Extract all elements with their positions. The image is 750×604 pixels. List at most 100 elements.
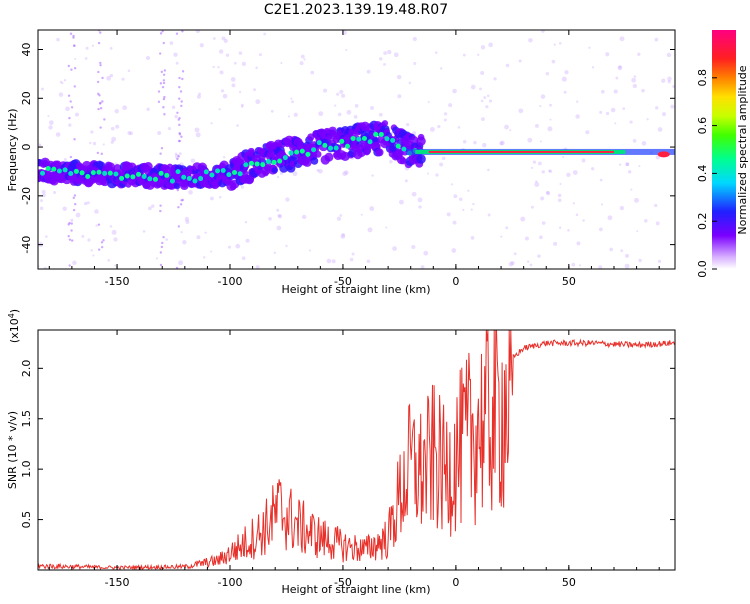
spectrogram-noise-speck — [225, 53, 230, 57]
spectrogram-noise-speck — [121, 77, 125, 81]
spectrogram-noise-speck — [452, 88, 457, 94]
spectrogram-streak-speck — [70, 239, 74, 242]
spectrogram-streak-speck — [69, 100, 72, 103]
colorbar-tick-label: 0.0 — [696, 260, 709, 278]
spectrogram-noise-speck — [218, 108, 221, 111]
spectrogram-noise-speck — [87, 201, 90, 205]
spectrogram-noise-speck — [238, 51, 243, 55]
spectrogram-xtick-label: -100 — [218, 275, 243, 288]
spectrogram-noise-speck — [532, 160, 537, 164]
spectrogram-peak — [181, 174, 187, 180]
spectrogram-noise-speck — [553, 43, 556, 46]
spectrogram-noise-speck — [539, 235, 543, 240]
spectrogram-streak-speck — [157, 100, 161, 103]
colorbar-label: Normalized spectral amplitude — [736, 65, 749, 234]
spectrogram-noise-speck — [443, 118, 447, 122]
snr-series-line — [38, 330, 675, 570]
spectrogram-noise-speck — [210, 122, 213, 125]
spectrogram-noise-speck — [70, 218, 74, 222]
spectrogram-noise-speck — [526, 260, 530, 263]
spectrogram-streak-speck — [68, 238, 72, 241]
colorbar-tick-label: 0.6 — [696, 117, 709, 135]
spectrogram-noise-speck — [619, 205, 625, 211]
spectrogram-noise-speck — [499, 141, 504, 146]
spectrogram-streak-speck — [178, 76, 181, 80]
spectrogram-noise-speck — [613, 89, 618, 94]
spectrogram-streak-speck — [160, 147, 164, 150]
spectrogram-noise-speck — [439, 67, 443, 70]
spectrogram-noise-speck — [452, 220, 457, 225]
spectrogram-noise-speck — [308, 249, 312, 252]
spectrogram-noise-speck — [518, 59, 522, 63]
spectrogram-noise-speck — [385, 226, 388, 229]
spectrogram-noise-speck — [581, 158, 586, 163]
spectrogram-noise-speck — [437, 124, 441, 129]
spectrogram-streak-speck — [159, 204, 162, 207]
spectrogram-streak-speck — [100, 245, 104, 249]
spectrogram-noise-speck — [487, 213, 491, 217]
spectrogram-noise-speck — [434, 51, 438, 54]
spectrogram-noise-speck — [56, 37, 60, 42]
spectrogram-streak-speck — [100, 241, 104, 244]
spectrogram-noise-speck — [509, 129, 512, 132]
spectrogram-streak-speck — [99, 31, 102, 34]
spectrogram-noise-speck — [417, 197, 423, 203]
spectrogram-noise-speck — [473, 140, 477, 145]
spectrogram-noise-speck — [92, 254, 95, 257]
spectrogram-noise-speck — [351, 252, 355, 256]
spectrogram-noise-speck — [662, 112, 667, 117]
spectrogram-streak-speck — [97, 223, 101, 226]
spectrogram-noise-speck — [488, 42, 493, 48]
spectrogram-streak-speck — [97, 107, 100, 111]
spectrogram-streak-speck — [162, 97, 166, 101]
spectrogram-peak — [215, 168, 221, 174]
spectrogram-noise-speck — [467, 189, 470, 192]
spectrogram-noise-speck — [655, 155, 660, 160]
spectrogram-noise-speck — [245, 238, 250, 243]
spectrogram-peak — [243, 162, 249, 168]
spectrogram-noise-speck — [370, 106, 374, 110]
spectrogram-noise-speck — [657, 127, 663, 132]
spectrogram-noise-speck — [371, 174, 374, 177]
spectrogram-noise-speck — [615, 76, 619, 80]
spectrogram-streak-speck — [159, 152, 162, 155]
snr-ytick-label: 1.5 — [20, 410, 33, 428]
spectrogram-noise-speck — [68, 123, 72, 127]
spectrogram-streak-speck — [74, 202, 77, 206]
spectrogram-noise-speck — [210, 250, 213, 253]
spectrogram-peak — [152, 176, 158, 182]
spectrogram-noise-speck — [221, 36, 226, 41]
spectrogram-noise-speck — [624, 263, 630, 269]
spectrogram-noise-speck — [336, 216, 342, 221]
spectrogram-noise-speck — [95, 224, 98, 227]
spectrogram-ytick-label: 0 — [20, 144, 33, 151]
spectrogram-noise-speck — [72, 260, 77, 266]
spectrogram-noise-speck — [360, 213, 363, 216]
spectrogram-streak-speck — [176, 188, 180, 192]
spectrogram-streak-speck — [73, 194, 77, 197]
spectrogram-noise-speck — [480, 45, 486, 50]
spectrogram-streak-speck — [158, 52, 162, 55]
spectrogram-noise-speck — [65, 106, 70, 112]
spectrogram-noise-speck — [276, 175, 280, 179]
spectrogram-streak-speck — [180, 135, 183, 138]
spectrogram-frame — [37, 29, 676, 270]
spectrogram-streak-speck — [162, 73, 166, 77]
spectrogram-noise-speck — [366, 69, 371, 74]
spectrogram-noise-speck — [654, 203, 658, 208]
spectrogram-noise-speck — [547, 126, 553, 132]
spectrogram-streak-speck — [178, 97, 181, 100]
spectrogram-streak-speck — [178, 85, 181, 89]
spectrogram-noise-speck — [255, 99, 261, 105]
spectrogram-noise-speck — [387, 49, 392, 55]
spectrogram-noise-speck — [563, 90, 567, 94]
spectrogram-noise-speck — [481, 117, 485, 121]
spectrogram-noise-speck — [337, 112, 342, 117]
spectrogram-noise-speck — [500, 140, 505, 146]
spectrogram-noise-speck — [115, 124, 120, 129]
spectrogram-noise-speck — [393, 52, 399, 58]
spectrogram-noise-speck — [450, 183, 454, 186]
spectrogram-noise-speck — [292, 171, 298, 177]
snr-marks — [38, 330, 675, 570]
spectrogram-streak-speck — [102, 239, 105, 242]
